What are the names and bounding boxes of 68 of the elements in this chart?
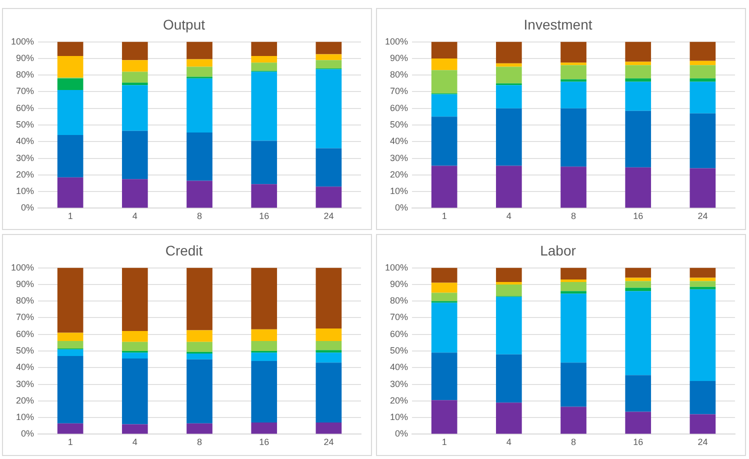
y-tick-label: 90% xyxy=(16,278,34,289)
y-tick-label: 70% xyxy=(16,86,34,96)
x-tick-label: 1 xyxy=(68,437,73,448)
y-tick-label: 40% xyxy=(390,362,408,372)
y-tick-label: 80% xyxy=(390,296,408,306)
y-tick-label: 0% xyxy=(21,202,34,213)
y-tick-label: 30% xyxy=(16,152,34,163)
x-tick-label: 16 xyxy=(633,437,644,448)
x-tick-label: 1 xyxy=(442,211,447,222)
x-tick-label: 4 xyxy=(506,211,512,222)
y-tick-label: 40% xyxy=(390,136,408,146)
x-tick-label: 4 xyxy=(132,437,138,448)
y-tick-label: 50% xyxy=(390,345,408,356)
y-tick-label: 70% xyxy=(390,86,408,96)
x-tick-label: 24 xyxy=(698,437,708,448)
y-tick-label: 90% xyxy=(16,52,34,63)
y-tick-label: 20% xyxy=(390,395,408,406)
y-tick-label: 20% xyxy=(16,169,34,180)
y-tick-label: 70% xyxy=(16,312,34,322)
x-tick-label: 8 xyxy=(571,211,576,222)
y-tick-label: 60% xyxy=(16,102,34,113)
y-tick-label: 10% xyxy=(390,412,408,422)
chart-title: Credit xyxy=(165,242,203,258)
y-tick-label: 100% xyxy=(384,262,408,272)
y-tick-label: 100% xyxy=(384,36,408,46)
y-tick-label: 50% xyxy=(390,119,408,130)
chart-title: Investment xyxy=(524,16,592,32)
x-tick-label: 1 xyxy=(442,437,447,448)
y-tick-label: 0% xyxy=(395,428,408,439)
x-tick-label: 24 xyxy=(324,211,334,222)
x-tick-label: 16 xyxy=(633,211,644,222)
chart-title: Labor xyxy=(540,242,576,258)
y-tick-label: 10% xyxy=(16,186,34,196)
y-tick-label: 40% xyxy=(16,136,34,146)
y-tick-label: 60% xyxy=(390,102,408,113)
y-tick-label: 60% xyxy=(16,328,34,339)
y-tick-label: 60% xyxy=(390,328,408,339)
y-tick-label: 100% xyxy=(10,36,34,46)
chart-title: Output xyxy=(162,16,206,32)
y-tick-label: 80% xyxy=(16,70,34,80)
x-tick-label: 4 xyxy=(506,437,512,448)
y-tick-label: 90% xyxy=(390,278,408,289)
y-tick-label: 100% xyxy=(10,262,34,272)
y-tick-label: 80% xyxy=(16,296,34,306)
y-tick-label: 50% xyxy=(16,345,34,356)
y-tick-label: 90% xyxy=(390,52,408,63)
x-tick-label: 1 xyxy=(68,211,73,222)
x-tick-label: 16 xyxy=(259,437,270,448)
y-tick-label: 10% xyxy=(16,412,34,422)
y-tick-label: 0% xyxy=(21,428,34,439)
y-tick-label: 30% xyxy=(390,152,408,163)
y-tick-label: 10% xyxy=(390,186,408,196)
x-tick-label: 4 xyxy=(132,211,138,222)
x-tick-label: 8 xyxy=(197,437,202,448)
x-tick-label: 8 xyxy=(571,437,576,448)
y-tick-label: 70% xyxy=(390,312,408,322)
y-tick-label: 40% xyxy=(16,362,34,372)
x-tick-label: 24 xyxy=(698,211,708,222)
y-tick-label: 20% xyxy=(390,169,408,180)
x-tick-label: 16 xyxy=(259,211,270,222)
x-tick-label: 8 xyxy=(197,211,202,222)
y-tick-label: 80% xyxy=(390,70,408,80)
y-tick-label: 30% xyxy=(16,378,34,389)
y-tick-label: 20% xyxy=(16,395,34,406)
y-tick-label: 30% xyxy=(390,378,408,389)
y-tick-label: 50% xyxy=(16,119,34,130)
y-tick-label: 0% xyxy=(395,202,408,213)
x-tick-label: 24 xyxy=(324,437,334,448)
